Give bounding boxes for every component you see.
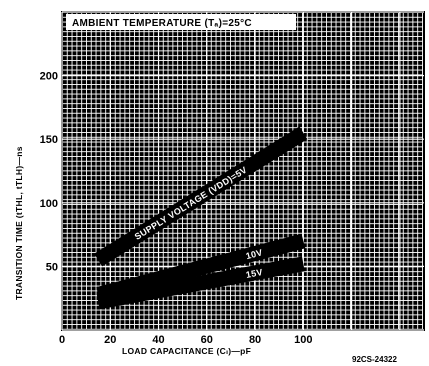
- series-line-3: [96, 256, 305, 310]
- y-tick-label: 100: [40, 198, 58, 210]
- series-line-2: [96, 233, 306, 302]
- x-tick-label: 100: [294, 334, 312, 346]
- x-tick-label: 80: [249, 334, 261, 346]
- series-label-3: 15V: [245, 267, 263, 280]
- x-tick-label: 0: [59, 334, 65, 346]
- y-tick-label: 50: [46, 261, 58, 273]
- x-tick-labels: 0 20 40 60 80 100: [59, 334, 313, 346]
- x-axis-label: LOAD CAPACITANCE (Cₗ)—pF: [122, 346, 251, 356]
- y-tick-label: 150: [40, 134, 58, 146]
- x-tick-label: 20: [104, 334, 116, 346]
- title-box: [66, 14, 296, 30]
- x-tick-label: 40: [152, 334, 164, 346]
- series-label-2: 10V: [245, 247, 264, 261]
- y-tick-labels: 50 100 150 200: [40, 71, 58, 274]
- chart-title: AMBIENT TEMPERATURE (Tₐ)=25°C: [72, 18, 252, 29]
- major-grid: [61, 11, 424, 331]
- x-tick-label: 60: [201, 334, 213, 346]
- figure-id: 92CS-24322: [352, 355, 397, 364]
- series-line-1: [94, 126, 308, 267]
- y-axis-label: TRANSITION TIME (tTHL, tTLH)—ns: [14, 146, 24, 300]
- y-tick-label: 200: [40, 71, 58, 83]
